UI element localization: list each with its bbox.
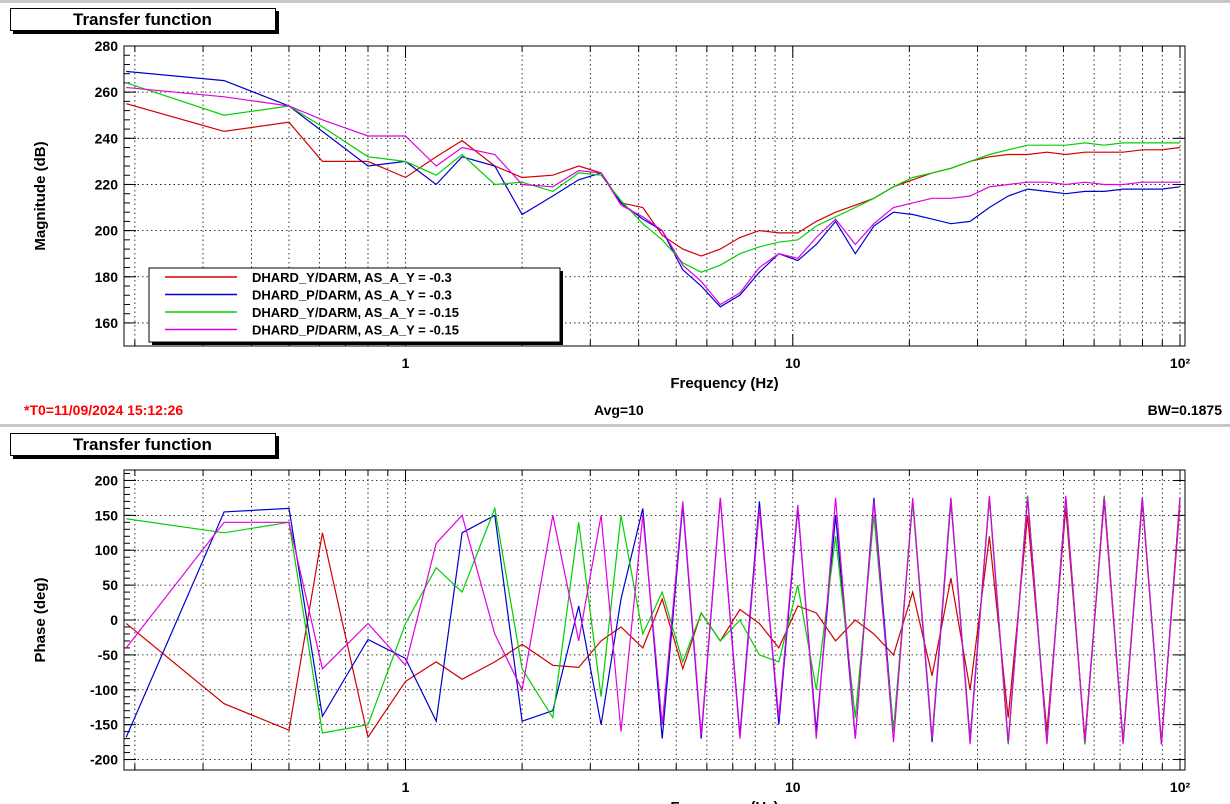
panel-divider <box>0 424 1230 427</box>
phase-series-group <box>125 495 1181 745</box>
phase-title: Transfer function <box>73 435 212 454</box>
mag-ytick-label: 220 <box>95 176 119 192</box>
mag-ytick-label: 280 <box>95 38 119 54</box>
legend-label-2: DHARD_P/DARM, AS_A_Y = -0.3 <box>252 288 452 303</box>
legend-label-3: DHARD_Y/DARM, AS_A_Y = -0.15 <box>252 305 459 320</box>
mag-ytick-label: 260 <box>95 84 119 100</box>
mag-ytick-label: 240 <box>95 130 119 146</box>
top-divider <box>0 0 1230 3</box>
phase-xlabel: Frequency (Hz) <box>670 799 778 804</box>
magnitude-title-box[interactable]: Transfer function <box>10 8 276 31</box>
phase-plot[interactable]: -200 -150 -100 -50 0 50 100 150 200 1 10 10² Frequen… <box>0 430 1230 804</box>
phase-xtick-label: 1 <box>402 779 410 795</box>
phase-ytick-label: 150 <box>95 507 119 523</box>
legend-label-4: DHARD_P/DARM, AS_A_Y = -0.15 <box>252 323 459 338</box>
mag-frame <box>123 45 1186 347</box>
phase-series-4 <box>125 495 1181 745</box>
legend-label-1: DHARD_Y/DARM, AS_A_Y = -0.3 <box>252 270 452 285</box>
phase-ytick-label: -50 <box>98 647 118 663</box>
mag-series-3 <box>126 82 1180 273</box>
phase-ytick-label: 100 <box>95 542 119 558</box>
magnitude-plot[interactable]: 160 180 200 220 240 260 280 1 10 10² Frequency (Hz… <box>0 0 1230 400</box>
phase-grid <box>124 470 1185 770</box>
bandwidth: BW=0.1875 <box>1147 402 1222 418</box>
phase-title-box[interactable]: Transfer function <box>10 433 276 456</box>
phase-ytick-label: -200 <box>90 752 118 768</box>
mag-series-1 <box>126 103 1181 257</box>
t0-timestamp: *T0=11/09/2024 15:12:26 <box>24 402 184 418</box>
mag-ytick-label: 180 <box>95 269 119 285</box>
mag-ytick-label: 200 <box>95 223 119 239</box>
mag-xtick-label: 1 <box>402 355 410 371</box>
phase-ytick-label: 50 <box>102 577 118 593</box>
mag-xlabel: Frequency (Hz) <box>670 375 778 392</box>
mag-ylabel: Magnitude (dB) <box>32 141 49 250</box>
phase-series-1 <box>125 501 1181 743</box>
phase-ytick-label: -100 <box>90 682 118 698</box>
mag-xtick-label: 10² <box>1170 355 1191 371</box>
phase-ylabel: Phase (deg) <box>32 577 49 662</box>
mag-series-group <box>126 70 1181 308</box>
phase-frame <box>123 469 1186 771</box>
average-count: Avg=10 <box>594 402 644 418</box>
phase-ytick-label: 200 <box>95 472 119 488</box>
phase-ytick-label: -150 <box>90 717 118 733</box>
phase-xtick-label: 10² <box>1170 779 1191 795</box>
magnitude-title: Transfer function <box>73 10 212 29</box>
mag-series-4 <box>126 86 1180 306</box>
mag-xtick-label: 10 <box>785 355 801 371</box>
mag-ytick-label: 160 <box>95 315 119 331</box>
phase-xtick-label: 10 <box>785 779 801 795</box>
phase-ytick-label: 0 <box>110 612 118 628</box>
